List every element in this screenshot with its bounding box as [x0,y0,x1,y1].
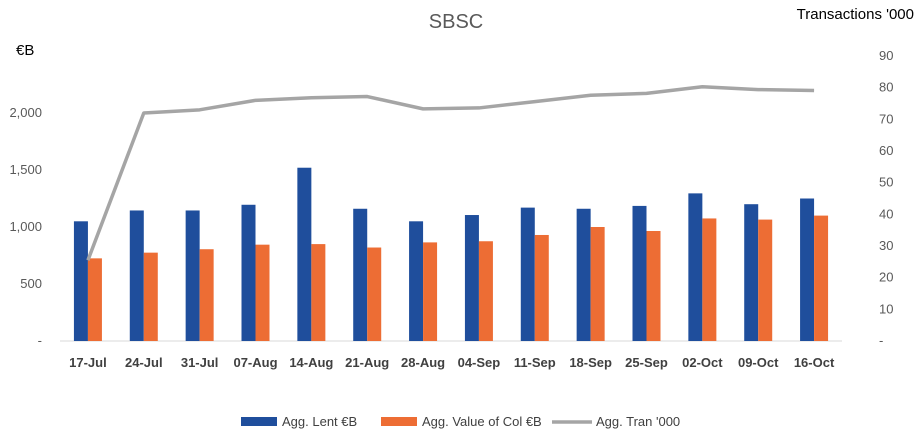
bar-agg-lent [688,193,703,341]
left-tick-label: 1,000 [9,219,42,234]
right-tick-label: 30 [879,238,893,253]
bar-agg-value-of-col [143,252,158,341]
chart-title: SBSC [429,11,483,33]
bar-agg-value-of-col [646,230,661,341]
right-axis: - 10 20 30 40 50 60 70 80 90 [879,48,893,348]
bar-agg-value-of-col [814,215,829,341]
right-tick-label: 10 [879,301,893,316]
left-axis-unit: €B [16,42,34,59]
left-tick-label: - [38,333,42,348]
right-tick-label: 50 [879,175,893,190]
x-tick-label: 18-Sep [569,355,612,370]
bar-agg-lent [185,210,200,341]
right-tick-label: 70 [879,111,893,126]
bar-agg-lent [297,167,312,341]
bar-agg-lent [241,204,256,341]
x-tick-label: 04-Sep [458,355,501,370]
x-tick-label: 25-Sep [625,355,668,370]
bar-agg-value-of-col [87,258,102,341]
x-tick-label: 11-Sep [514,355,556,370]
x-tick-label: 24-Jul [125,355,163,370]
bar-agg-value-of-col [478,241,493,341]
bar-agg-lent [73,221,88,341]
legend-swatch [381,417,417,426]
right-tick-label: 40 [879,206,893,221]
bar-agg-value-of-col [199,249,214,341]
right-axis-unit: Transactions '000 [797,6,914,23]
bar-agg-value-of-col [702,218,717,341]
bar-agg-value-of-col [367,247,382,341]
left-axis: - 500 1,000 1,500 2,000 [9,105,42,348]
bar-agg-lent [464,215,479,341]
bar-agg-lent [576,208,591,341]
bar-agg-value-of-col [311,244,326,341]
legend: Agg. Lent €B Agg. Value of Col €B Agg. Tra… [241,414,680,429]
bar-agg-lent [129,210,144,341]
legend-label: Agg. Value of Col €B [422,414,542,429]
legend-label: Agg. Lent €B [282,414,357,429]
right-tick-label: 20 [879,270,893,285]
bar-agg-value-of-col [255,244,270,341]
bar-agg-lent [353,208,368,341]
x-tick-label: 09-Oct [738,355,779,370]
bar-agg-lent [409,221,424,341]
right-tick-label: 80 [879,80,893,95]
legend-swatch [241,417,277,426]
bar-agg-value-of-col [534,234,549,341]
bar-agg-value-of-col [423,242,438,341]
x-tick-label: 31-Jul [181,355,219,370]
bar-agg-lent [744,204,759,341]
right-tick-label: - [879,333,883,348]
x-tick-label: 02-Oct [682,355,723,370]
left-tick-label: 1,500 [9,162,42,177]
x-tick-label: 14-Aug [289,355,333,370]
x-tick-label: 16-Oct [794,355,835,370]
right-tick-label: 60 [879,143,893,158]
left-tick-label: 2,000 [9,105,42,120]
x-tick-label: 28-Aug [401,355,445,370]
bar-agg-value-of-col [590,227,605,341]
bar-agg-lent [800,198,815,341]
lines [86,84,815,261]
legend-label: Agg. Tran '000 [596,414,680,429]
x-tick-label: 07-Aug [233,355,277,370]
x-axis: 17-Jul 24-Jul 31-Jul 07-Aug 14-Aug 21-Aug 28-A… [69,355,835,370]
x-tick-label: 17-Jul [69,355,107,370]
bar-agg-lent [520,207,535,341]
right-tick-label: 90 [879,48,893,63]
bars [73,167,829,341]
bar-agg-lent [632,205,647,341]
x-tick-label: 21-Aug [345,355,389,370]
left-tick-label: 500 [20,276,42,291]
line-agg-tran [86,84,815,261]
bar-agg-value-of-col [758,219,773,341]
